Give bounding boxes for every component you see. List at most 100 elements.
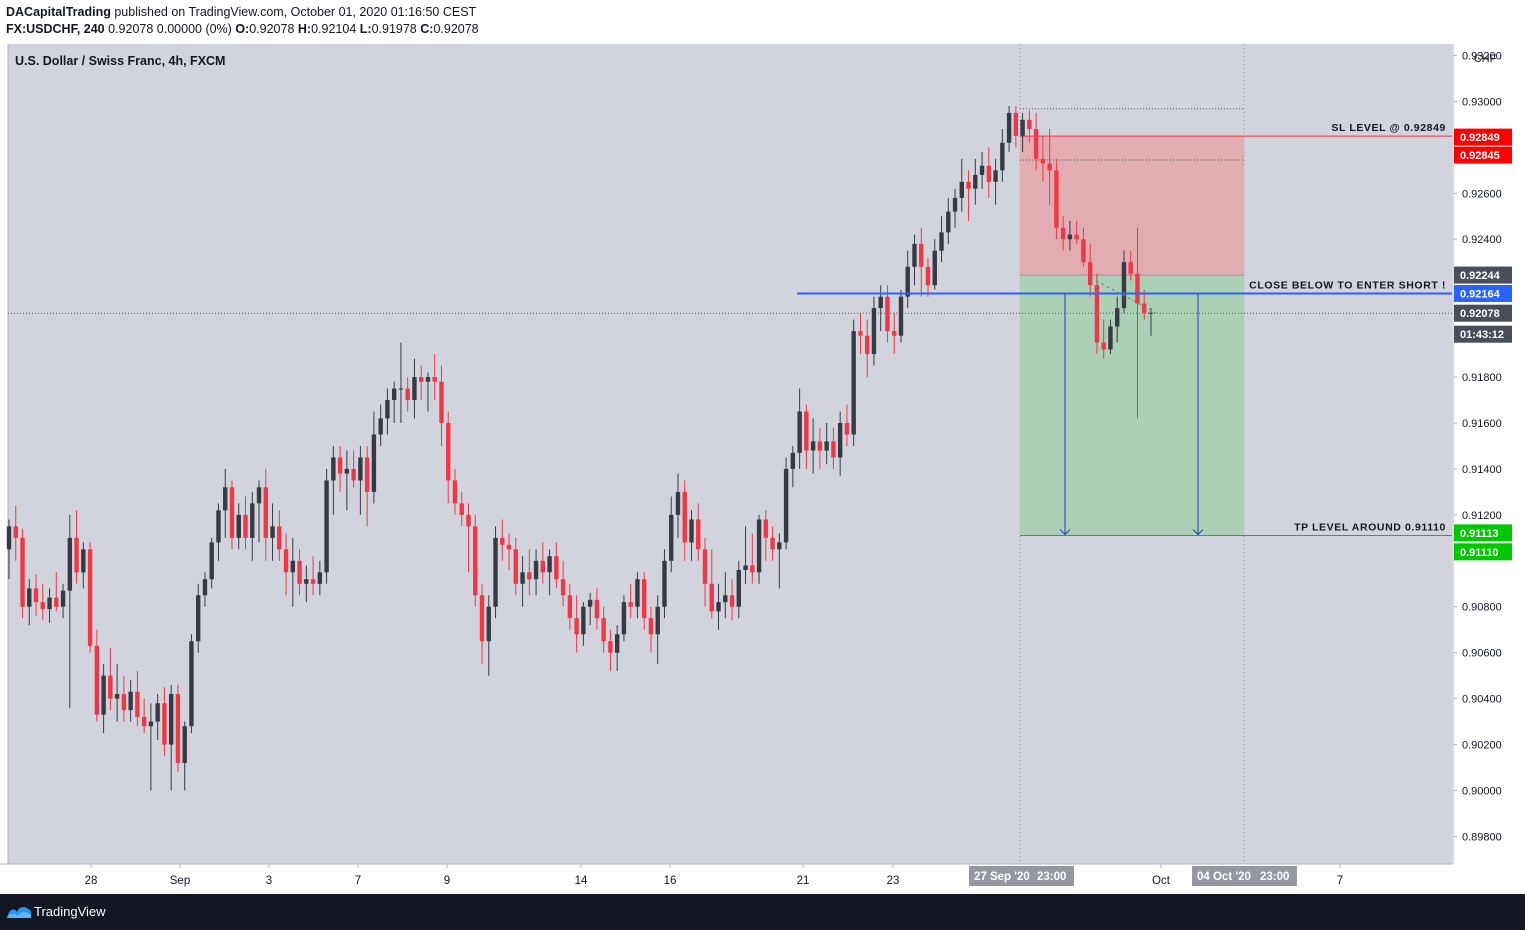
candle[interactable] (121, 675, 127, 722)
candle[interactable] (1121, 250, 1127, 313)
candle[interactable] (446, 411, 451, 504)
price-axis[interactable] (1453, 44, 1525, 864)
candle[interactable] (331, 445, 336, 515)
candle[interactable] (648, 606, 654, 653)
candle[interactable] (966, 170, 971, 221)
candle[interactable] (905, 250, 910, 309)
candle[interactable] (986, 147, 992, 198)
candle[interactable] (67, 514, 73, 708)
candle[interactable] (74, 510, 79, 584)
candle[interactable] (236, 503, 241, 550)
candle[interactable] (81, 542, 86, 589)
candle[interactable] (932, 239, 937, 290)
candle[interactable] (1087, 243, 1093, 297)
candle[interactable] (1013, 106, 1019, 148)
candle[interactable] (919, 227, 924, 297)
candle[interactable] (831, 427, 836, 469)
candle[interactable] (743, 526, 748, 584)
candle[interactable] (662, 549, 667, 619)
candle[interactable] (385, 388, 390, 435)
candle[interactable] (979, 151, 985, 189)
candle[interactable] (493, 526, 498, 619)
candle[interactable] (168, 684, 174, 791)
candle[interactable] (594, 588, 600, 630)
candle[interactable] (587, 592, 593, 626)
candle[interactable] (824, 422, 829, 465)
candle[interactable] (736, 560, 741, 619)
candle[interactable] (466, 503, 471, 573)
candle[interactable] (263, 468, 268, 561)
candle[interactable] (898, 289, 904, 343)
candle[interactable] (864, 319, 870, 378)
author-name[interactable]: DACapitalTrading (6, 5, 111, 19)
candle[interactable] (540, 542, 546, 584)
candle[interactable] (513, 537, 519, 596)
annotation-label[interactable]: SL LEVEL @ 0.92849 (1331, 122, 1446, 134)
candle[interactable] (101, 664, 106, 734)
candle[interactable] (837, 411, 843, 476)
candle[interactable] (1047, 128, 1052, 205)
price-badge[interactable]: 0.92845 (1454, 146, 1512, 164)
price-badge[interactable]: 0.92244 (1454, 266, 1512, 284)
candle[interactable] (533, 549, 539, 596)
price-badge[interactable]: 0.92849 (1454, 128, 1512, 146)
candle[interactable] (574, 595, 579, 653)
candle[interactable] (770, 526, 775, 561)
candle[interactable] (527, 549, 532, 596)
candle[interactable] (689, 510, 694, 561)
candle[interactable] (243, 496, 248, 550)
range-start-badge[interactable]: 27 Sep '20 23:00 (969, 866, 1074, 886)
tradingview-logo-icon[interactable] (6, 903, 32, 921)
candle[interactable] (256, 480, 262, 543)
candle[interactable] (1108, 319, 1113, 355)
candle[interactable] (912, 234, 917, 286)
candle[interactable] (1101, 319, 1106, 359)
candle[interactable] (756, 514, 762, 584)
candle[interactable] (304, 565, 309, 603)
candle[interactable] (47, 588, 52, 623)
candle[interactable] (790, 445, 796, 488)
range-end-badge[interactable]: 04 Oct '20 23:00 (1192, 866, 1297, 886)
candle[interactable] (223, 468, 228, 538)
candle[interactable] (378, 404, 383, 446)
candle[interactable] (567, 583, 573, 630)
candle[interactable] (939, 216, 944, 263)
candle[interactable] (946, 197, 951, 244)
candle[interactable] (94, 629, 100, 722)
candle[interactable] (844, 404, 850, 446)
candle[interactable] (175, 684, 181, 773)
take-profit-zone[interactable] (1020, 275, 1244, 536)
candle[interactable] (817, 427, 823, 469)
candle[interactable] (1115, 296, 1120, 343)
candle[interactable] (810, 418, 816, 474)
candle[interactable] (1094, 273, 1100, 355)
candle[interactable] (696, 503, 701, 561)
candle[interactable] (371, 411, 377, 504)
candle[interactable] (973, 158, 978, 205)
candle[interactable] (202, 572, 208, 607)
candle[interactable] (1081, 227, 1086, 267)
candle[interactable] (635, 572, 640, 619)
candle[interactable] (20, 528, 25, 619)
candle[interactable] (54, 572, 59, 612)
candle[interactable] (412, 358, 417, 419)
candle[interactable] (1135, 227, 1140, 419)
candle[interactable] (283, 533, 289, 596)
candle[interactable] (506, 533, 512, 570)
brand-name[interactable]: TradingView (34, 904, 106, 919)
candle[interactable] (114, 664, 120, 722)
candle[interactable] (6, 519, 12, 580)
candle[interactable] (581, 602, 586, 646)
candle[interactable] (1033, 112, 1039, 171)
candle[interactable] (419, 365, 424, 401)
candlestick-chart[interactable]: SL LEVEL @ 0.92849 CLOSE BELOW TO ENTER S… (0, 44, 1525, 894)
candle[interactable] (196, 583, 201, 653)
candle[interactable] (1020, 112, 1025, 152)
candle[interactable] (452, 468, 458, 515)
candle[interactable] (250, 491, 255, 561)
candle[interactable] (364, 445, 370, 527)
candle[interactable] (479, 583, 485, 665)
candle[interactable] (601, 606, 606, 653)
candle[interactable] (27, 579, 32, 626)
candle[interactable] (317, 560, 323, 596)
